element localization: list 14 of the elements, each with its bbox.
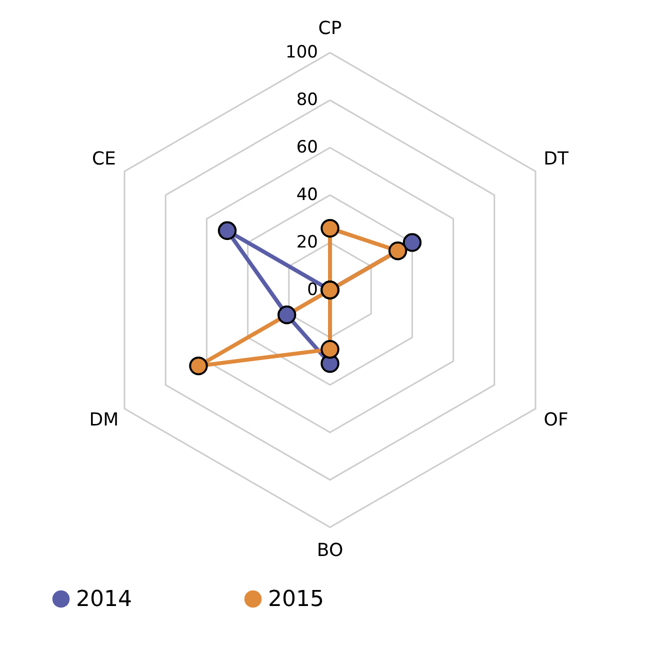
y-tick-label: 60 [296, 138, 318, 158]
y-tick-label: 20 [296, 232, 318, 253]
spoke-label: BO [316, 540, 344, 562]
spoke-label: DT [544, 148, 570, 170]
spoke-label: DM [89, 410, 119, 431]
spoke-label: CP [318, 18, 342, 39]
y-tick-label: 100 [286, 42, 318, 63]
y-tick-label: 40 [296, 185, 318, 206]
legend-label: 2015 [268, 587, 324, 612]
y-tick-label: 0 [307, 280, 318, 300]
y-tick-label: 80 [296, 90, 318, 110]
legend-label: 2014 [76, 587, 132, 612]
spoke-label: OF [544, 410, 568, 431]
spoke-label: CE [92, 148, 116, 170]
